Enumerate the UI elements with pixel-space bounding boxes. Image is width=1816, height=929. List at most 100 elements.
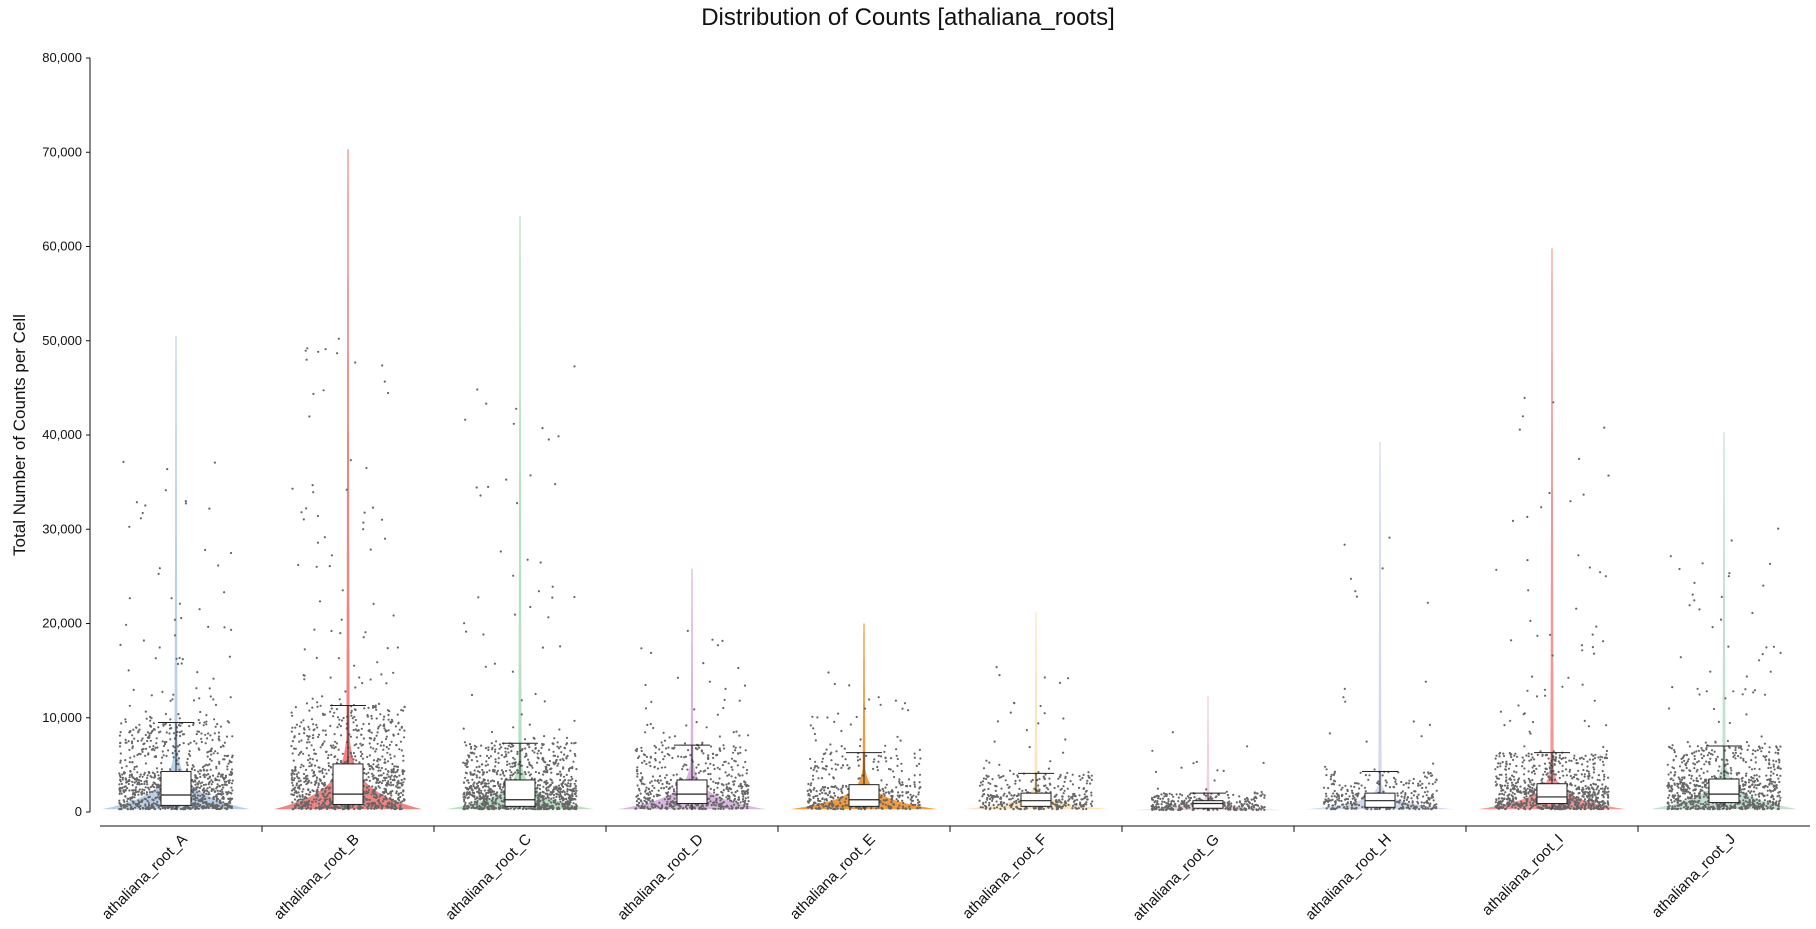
data-point: [291, 770, 294, 773]
data-point: [641, 761, 644, 764]
data-point: [374, 776, 377, 779]
data-point: [224, 774, 227, 777]
data-point: [230, 771, 233, 774]
data-point: [324, 729, 327, 732]
data-point: [322, 806, 325, 809]
data-point: [161, 806, 164, 810]
data-point: [919, 786, 922, 789]
data-point: [638, 789, 641, 792]
data-point: [984, 804, 987, 807]
data-point: [561, 790, 564, 794]
data-point: [179, 808, 182, 811]
box: [1020, 792, 1052, 807]
data-point: [375, 734, 378, 737]
data-point: [565, 792, 569, 795]
data-point: [481, 802, 484, 805]
data-point: [1252, 798, 1255, 801]
data-point: [494, 799, 497, 803]
data-point: [229, 797, 232, 800]
data-point: [1082, 805, 1085, 808]
data-point: [140, 791, 143, 794]
data-point: [668, 736, 671, 739]
data-point: [559, 787, 563, 791]
data-point: [226, 803, 229, 806]
data-point: [203, 797, 207, 800]
data-point: [350, 711, 353, 714]
data-point: [1091, 800, 1094, 803]
data-point: [541, 744, 544, 747]
data-point: [820, 777, 824, 780]
data-point: [329, 744, 332, 747]
data-point: [494, 760, 497, 764]
data-point: [1260, 790, 1263, 794]
data-point: [487, 748, 490, 752]
data-point: [548, 759, 552, 763]
data-point: [814, 795, 817, 798]
data-point: [998, 674, 1001, 677]
data-point: [501, 786, 505, 789]
data-point: [575, 795, 578, 798]
data-point: [1010, 794, 1013, 797]
data-point: [698, 807, 701, 811]
data-point: [200, 737, 203, 741]
data-point: [345, 727, 348, 730]
data-point: [493, 750, 497, 753]
data-point: [1024, 789, 1027, 792]
data-point: [1059, 773, 1062, 777]
data-point: [393, 765, 396, 768]
data-point: [151, 798, 154, 801]
data-point: [151, 803, 154, 806]
data-point: [737, 796, 740, 799]
data-point: [1082, 773, 1085, 777]
data-point: [293, 786, 297, 789]
data-point: [682, 807, 685, 810]
data-point: [1246, 745, 1249, 748]
data-point: [645, 762, 648, 766]
data-point: [184, 502, 187, 505]
data-point: [1151, 749, 1154, 752]
data-point: [1086, 779, 1089, 782]
data-point: [496, 796, 499, 800]
data-point: [809, 784, 812, 787]
data-point: [640, 749, 643, 753]
data-point: [173, 737, 176, 740]
data-point: [562, 785, 565, 789]
data-point: [824, 804, 827, 808]
data-point: [119, 643, 122, 647]
data-point: [133, 781, 136, 784]
data-point: [707, 802, 710, 805]
data-point: [387, 747, 390, 750]
data-point: [660, 741, 663, 744]
data-point: [194, 775, 197, 778]
data-point: [558, 798, 562, 801]
data-point: [131, 761, 134, 764]
data-point: [316, 705, 319, 708]
data-point: [293, 747, 296, 750]
data-point: [833, 792, 836, 795]
data-point: [811, 774, 815, 777]
data-point: [322, 389, 325, 392]
data-point: [639, 799, 642, 802]
data-point: [123, 805, 126, 808]
violin-body: [446, 216, 594, 810]
data-point: [723, 698, 726, 702]
data-point: [563, 753, 566, 756]
data-point: [1083, 793, 1086, 796]
data-point: [353, 744, 356, 747]
data-point: [389, 790, 392, 793]
data-point: [371, 801, 374, 804]
data-point: [376, 760, 379, 763]
data-point: [555, 786, 558, 789]
data-point: [672, 802, 676, 805]
data-point: [1005, 803, 1009, 806]
data-point: [839, 802, 842, 805]
data-point: [995, 800, 998, 803]
data-point: [317, 802, 320, 805]
data-point: [484, 764, 487, 767]
data-point: [513, 761, 516, 764]
data-point: [306, 804, 310, 807]
data-point: [722, 805, 725, 808]
data-point: [841, 795, 844, 799]
data-point: [304, 795, 307, 799]
data-point: [487, 803, 490, 806]
